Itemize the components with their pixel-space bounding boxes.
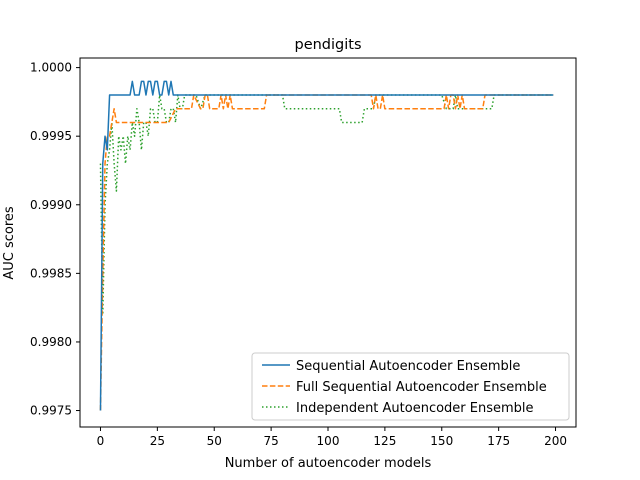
y-tick-label: 0.9975 [30, 404, 72, 418]
x-tick-label: 125 [373, 434, 396, 448]
series-layer [99, 80, 554, 411]
legend-label-independent: Independent Autoencoder Ensemble [296, 401, 534, 416]
y-tick-label: 0.9985 [30, 266, 72, 280]
legend-label-sequential: Sequential Autoencoder Ensemble [296, 359, 520, 374]
x-axis-label: Number of autoencoder models [225, 456, 432, 471]
x-tick-label: 75 [263, 434, 278, 448]
x-tick-label: 200 [544, 434, 567, 448]
x-tick-label: 175 [487, 434, 510, 448]
x-tick-label: 100 [317, 434, 340, 448]
legend-box [251, 352, 570, 421]
y-tick-label: 0.9995 [30, 129, 72, 143]
y-tick-label: 0.9990 [30, 198, 72, 212]
y-axis-label: AUC scores [2, 206, 17, 280]
x-tick-label: 25 [150, 434, 165, 448]
y-tick-label: 0.9980 [30, 335, 72, 349]
x-tick-label: 50 [207, 434, 222, 448]
series-line-sequential-autoencoder-ensemble [99, 80, 554, 411]
x-tick-label: 150 [430, 434, 453, 448]
legend: Sequential Autoencoder Ensemble Full Seq… [251, 352, 570, 421]
chart-title: pendigits [294, 37, 361, 53]
legend-label-full-sequential: Full Sequential Autoencoder Ensemble [296, 380, 547, 395]
y-tick-label: 1.0000 [30, 61, 72, 75]
plot-frame [79, 57, 577, 428]
series-line-full-sequential-autoencoder-ensemble [99, 94, 554, 411]
axis-ticks: 0 25 50 75 100 125 150 175 200 0.9975 0.9980 0.9985… [30, 61, 567, 448]
x-tick-label: 0 [97, 434, 105, 448]
